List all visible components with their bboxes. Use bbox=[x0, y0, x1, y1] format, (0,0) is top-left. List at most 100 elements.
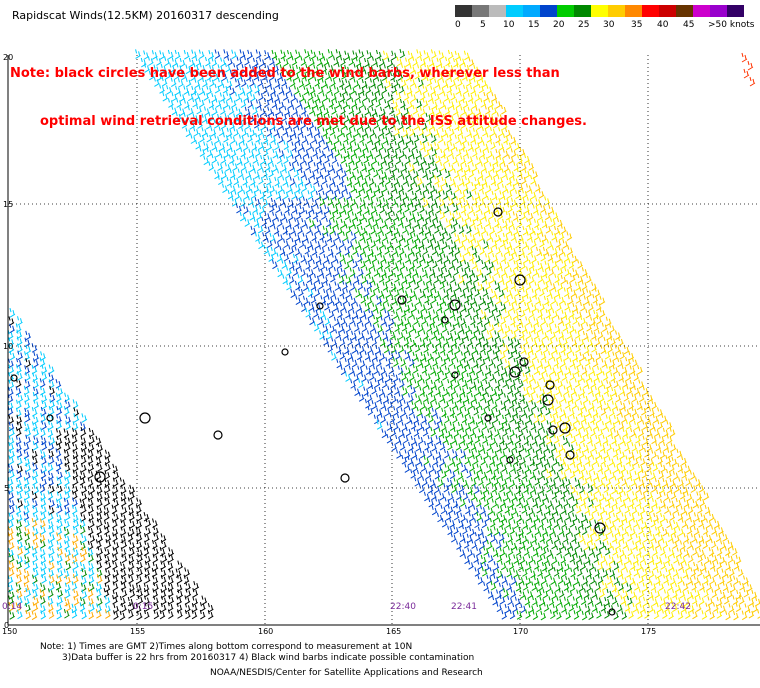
wind-barb bbox=[388, 253, 395, 263]
wind-barb bbox=[595, 546, 602, 557]
wind-barb bbox=[523, 483, 529, 494]
wind-barb bbox=[16, 574, 23, 584]
wind-barb bbox=[514, 420, 521, 430]
wind-barb bbox=[644, 447, 650, 458]
wind-barb bbox=[327, 260, 334, 270]
wind-barb bbox=[360, 259, 366, 269]
wind-barb bbox=[509, 427, 516, 438]
wind-barb bbox=[212, 71, 219, 82]
wind-barb bbox=[501, 414, 508, 425]
wind-barb bbox=[565, 575, 571, 586]
wind-barb bbox=[695, 477, 701, 487]
wind-barb bbox=[283, 57, 289, 67]
wind-barb bbox=[480, 490, 486, 500]
wind-barb bbox=[189, 71, 196, 82]
wind-barb bbox=[489, 517, 496, 528]
wind-barb bbox=[566, 329, 573, 340]
wind-barb bbox=[243, 204, 249, 215]
wind-barb bbox=[458, 371, 465, 381]
wind-barb bbox=[310, 293, 317, 304]
wind-barb bbox=[377, 260, 384, 270]
wind-barb bbox=[495, 232, 501, 243]
wind-barb bbox=[597, 329, 604, 340]
wind-barb bbox=[423, 50, 430, 60]
wind-barb bbox=[566, 344, 573, 355]
wind-barb bbox=[369, 259, 375, 270]
wind-barb bbox=[97, 442, 104, 453]
wind-barb bbox=[239, 211, 246, 222]
wind-barb bbox=[368, 246, 374, 257]
wind-barb bbox=[500, 104, 507, 115]
wind-barb bbox=[497, 175, 504, 185]
legend-swatch bbox=[523, 5, 540, 17]
wind-barb bbox=[373, 315, 379, 325]
wind-barb bbox=[645, 575, 652, 585]
wind-barb bbox=[305, 63, 312, 74]
wind-barb bbox=[422, 476, 428, 487]
wind-barb bbox=[487, 428, 493, 439]
wind-barb bbox=[501, 462, 507, 473]
wind-barb bbox=[285, 120, 291, 131]
wind-barb bbox=[24, 421, 30, 432]
wind-barb bbox=[513, 260, 520, 270]
wind-barb bbox=[428, 497, 434, 508]
wind-barb bbox=[463, 441, 469, 451]
wind-barb bbox=[353, 224, 360, 235]
wind-barb bbox=[129, 519, 136, 529]
wind-barb bbox=[536, 225, 543, 236]
wind-barb bbox=[274, 239, 280, 250]
wind-barb bbox=[698, 581, 705, 591]
wind-barb bbox=[461, 217, 468, 228]
wind-barb bbox=[423, 293, 430, 304]
wind-barb bbox=[481, 567, 488, 577]
wind-barb bbox=[410, 385, 416, 395]
wind-barb bbox=[332, 69, 339, 80]
wind-barb bbox=[569, 371, 576, 381]
wind-barb bbox=[439, 491, 445, 501]
wind-barb bbox=[272, 111, 279, 122]
wind-barb bbox=[459, 399, 466, 409]
wind-barb bbox=[272, 211, 278, 222]
wind-barb bbox=[569, 517, 576, 528]
wind-barb bbox=[25, 344, 32, 355]
wind-barb bbox=[621, 610, 628, 620]
wind-barb bbox=[174, 49, 181, 60]
wind-barb bbox=[423, 259, 430, 269]
legend-swatch bbox=[472, 5, 489, 17]
wind-barb bbox=[557, 281, 564, 291]
wind-barb bbox=[397, 413, 403, 424]
wind-barb bbox=[593, 322, 599, 332]
wind-barb bbox=[506, 175, 512, 186]
wind-barb bbox=[210, 127, 217, 137]
wind-barb bbox=[357, 267, 364, 277]
wind-barb bbox=[455, 85, 462, 95]
wind-barb bbox=[567, 245, 574, 256]
wind-barb bbox=[322, 225, 329, 236]
wind-barb bbox=[387, 399, 393, 410]
wind-barb bbox=[532, 204, 539, 214]
wind-barb bbox=[473, 64, 480, 75]
time-label-2241: 22:41 bbox=[451, 602, 477, 612]
wind-barb bbox=[441, 323, 448, 333]
wind-barb bbox=[16, 399, 22, 410]
wind-barb bbox=[504, 406, 511, 417]
wind-barb bbox=[512, 602, 518, 613]
wind-barb bbox=[258, 239, 264, 250]
wind-barb bbox=[655, 504, 662, 514]
wind-barb bbox=[663, 589, 670, 599]
wind-barb bbox=[419, 106, 426, 117]
wind-barb bbox=[478, 330, 485, 341]
wind-barb bbox=[531, 400, 537, 410]
wind-barb bbox=[443, 92, 450, 102]
wind-barb bbox=[426, 76, 433, 87]
wind-barb bbox=[525, 561, 532, 571]
wind-barb bbox=[404, 302, 411, 313]
wind-barb bbox=[252, 154, 259, 164]
wind-barb bbox=[394, 126, 400, 136]
wind-barb bbox=[121, 553, 128, 564]
wind-barb bbox=[359, 245, 366, 256]
wind-barb bbox=[542, 588, 549, 599]
wind-barb bbox=[222, 99, 229, 109]
wind-barb bbox=[689, 518, 696, 528]
wind-barb-layer bbox=[7, 48, 760, 621]
